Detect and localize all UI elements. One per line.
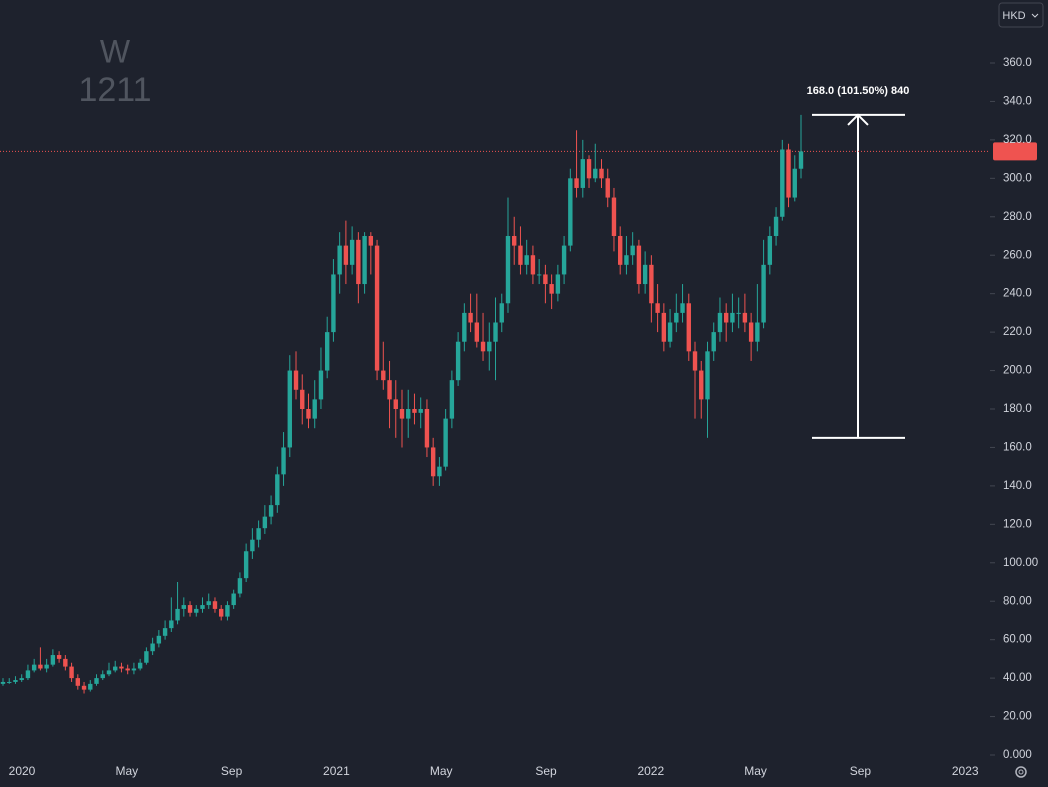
y-tick-label: 120.0 bbox=[1003, 518, 1032, 530]
y-tick-label: 280.0 bbox=[1003, 211, 1032, 223]
y-tick-label: 360.0 bbox=[1003, 57, 1032, 69]
y-tick-label: 40.00 bbox=[1003, 672, 1032, 684]
x-tick-label: May bbox=[430, 764, 453, 778]
dropdown-icon[interactable] bbox=[1031, 13, 1039, 18]
y-tick-label: 0.000 bbox=[1003, 749, 1032, 761]
y-tick-label: 20.00 bbox=[1003, 711, 1032, 723]
y-tick-label: 140.0 bbox=[1003, 480, 1032, 492]
last-price-tag bbox=[993, 142, 1037, 161]
y-tick-label: 100.00 bbox=[1003, 557, 1038, 569]
currency[interactable]: HKD bbox=[1002, 10, 1025, 22]
symbol: 1211 bbox=[78, 71, 151, 109]
x-tick-label: Sep bbox=[850, 764, 872, 778]
x-tick-label: 2022 bbox=[637, 764, 664, 778]
y-tick-label: 180.0 bbox=[1003, 403, 1032, 415]
y-tick-label: 300.0 bbox=[1003, 172, 1032, 184]
x-tick-label: 2023 bbox=[952, 764, 979, 778]
x-tick-label: May bbox=[115, 764, 138, 778]
y-tick-label: 80.00 bbox=[1003, 595, 1032, 607]
y-tick-label: 260.0 bbox=[1003, 249, 1032, 261]
x-tick-label: 2020 bbox=[9, 764, 36, 778]
y-tick-label: 200.0 bbox=[1003, 365, 1032, 377]
x-tick-label: May bbox=[744, 764, 767, 778]
y-tick-label: 60.00 bbox=[1003, 634, 1032, 646]
y-tick-label: 240.0 bbox=[1003, 288, 1032, 300]
settings-icon-center[interactable] bbox=[1018, 769, 1024, 775]
y-tick-label: 320.0 bbox=[1003, 134, 1032, 146]
measure-label: 168.0 (101.50%) 840 bbox=[807, 85, 910, 97]
x-tick-label: Sep bbox=[535, 764, 557, 778]
settings-icon[interactable] bbox=[1015, 766, 1027, 778]
x-tick-label: 2021 bbox=[323, 764, 350, 778]
interval: W bbox=[100, 33, 131, 69]
y-tick-label: 340.0 bbox=[1003, 95, 1032, 107]
currency-button[interactable] bbox=[998, 2, 1044, 28]
x-tick-label: Sep bbox=[221, 764, 243, 778]
y-tick-label: 160.0 bbox=[1003, 441, 1032, 453]
y-tick-label: 220.0 bbox=[1003, 326, 1032, 338]
